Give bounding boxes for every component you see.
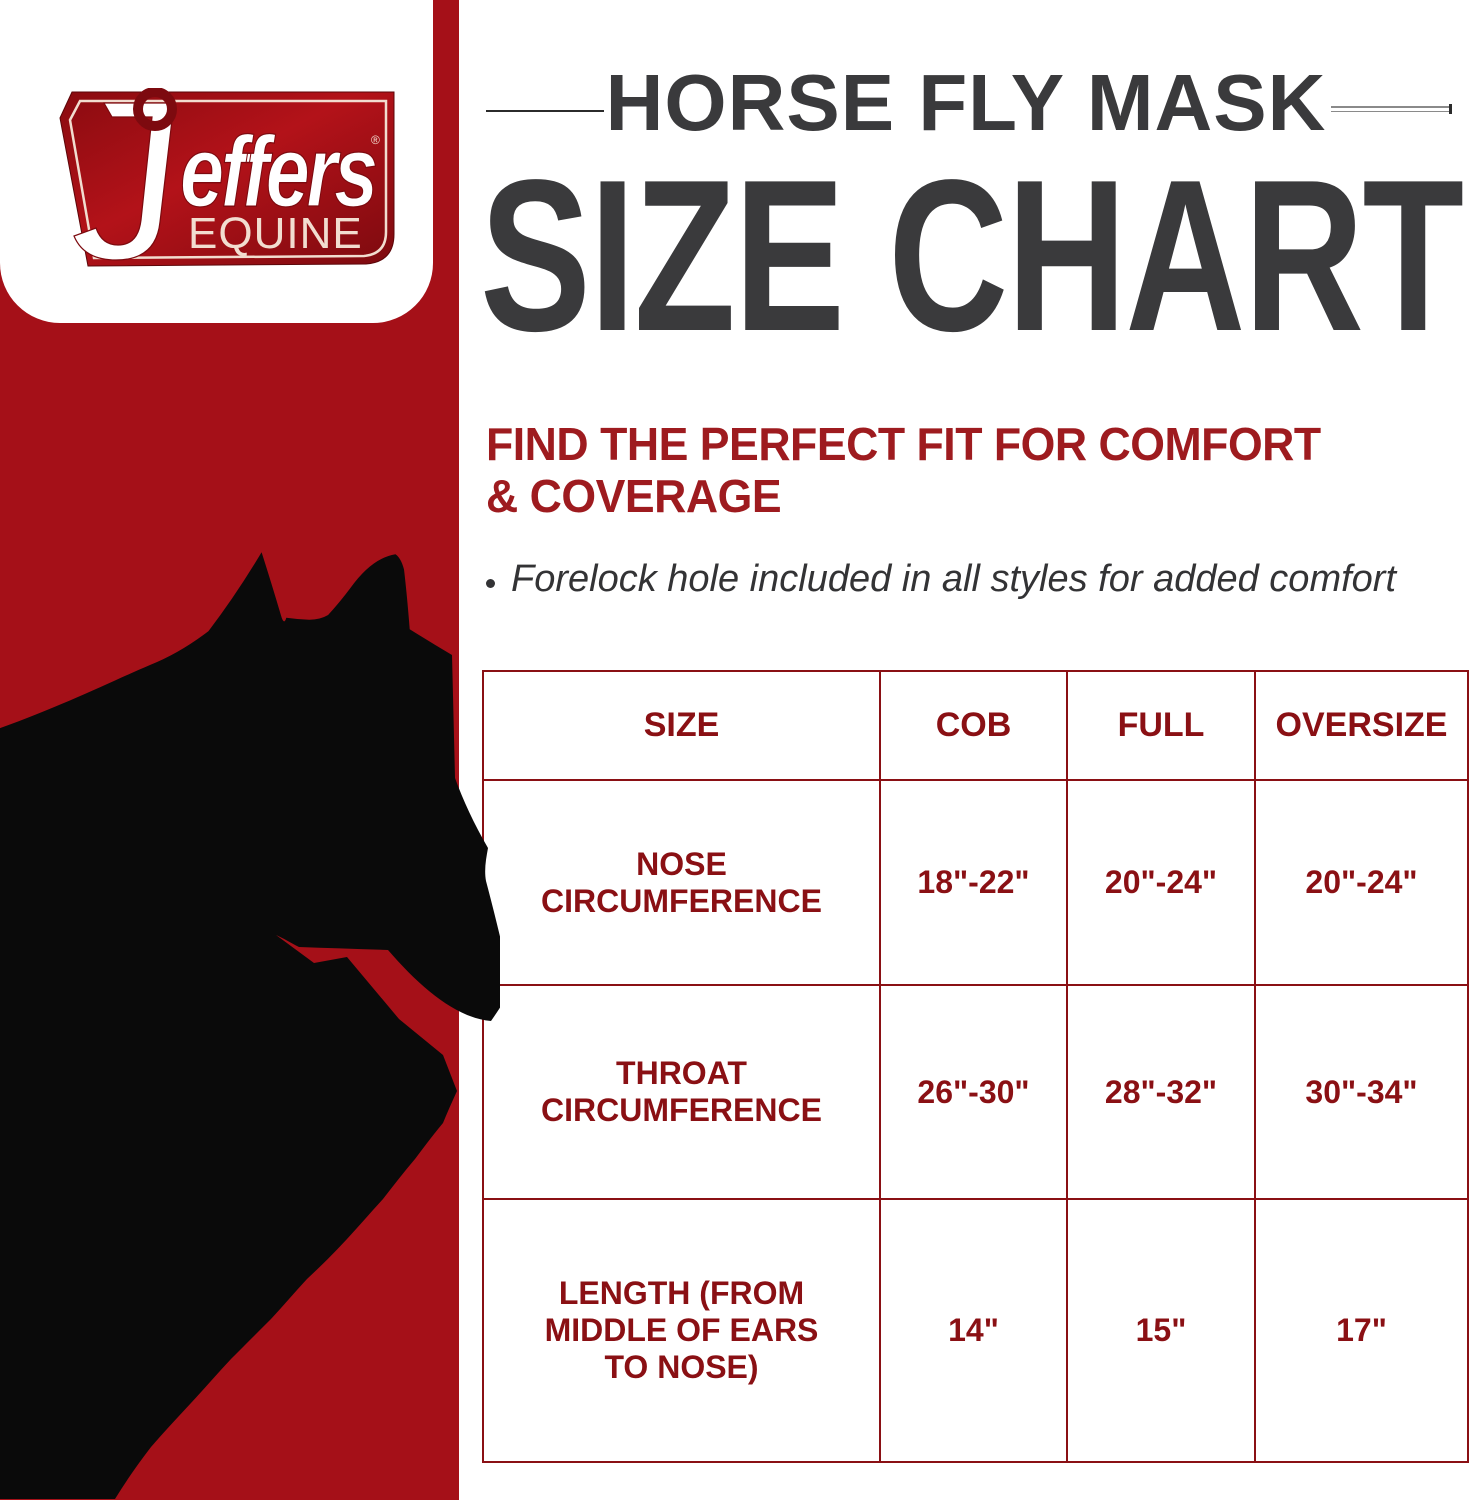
svg-text:®: ®: [371, 133, 380, 147]
svg-text:EQUINE: EQUINE: [188, 209, 363, 258]
